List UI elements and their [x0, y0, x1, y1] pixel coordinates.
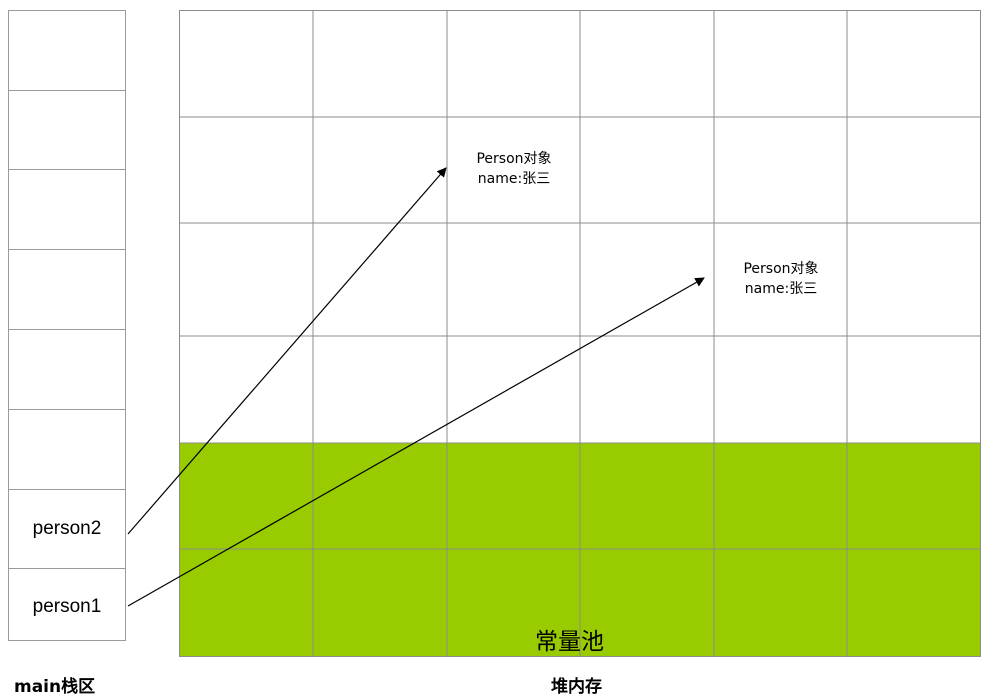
stack-slot: [9, 409, 125, 489]
object-name-field: name:张三: [477, 171, 551, 187]
stack-slot: [9, 90, 125, 169]
stack-slot: [9, 249, 125, 329]
object-type-label: Person对象: [743, 261, 819, 277]
heap-caption: 堆内存: [551, 677, 602, 697]
person-object-2: Person对象 name:张三: [714, 259, 848, 299]
stack-slot-person1: person1: [9, 568, 125, 642]
stack-slot: [9, 329, 125, 409]
person-object-1: Person对象 name:张三: [447, 149, 581, 189]
heap-memory: Person对象 name:张三 Person对象 name:张三 常量池: [179, 10, 981, 657]
person2-label: person2: [32, 518, 102, 539]
stack-caption: main栈区: [14, 677, 96, 697]
heap-grid: [179, 10, 981, 657]
stack-slot-person2: person2: [9, 489, 125, 568]
object-name-field: name:张三: [744, 281, 818, 297]
stack-slot: [9, 169, 125, 249]
object-type-label: Person对象: [476, 151, 552, 167]
main-stack: person2 person1: [8, 10, 126, 641]
constant-pool-label: 常量池: [535, 629, 604, 655]
person1-label: person1: [32, 596, 102, 617]
